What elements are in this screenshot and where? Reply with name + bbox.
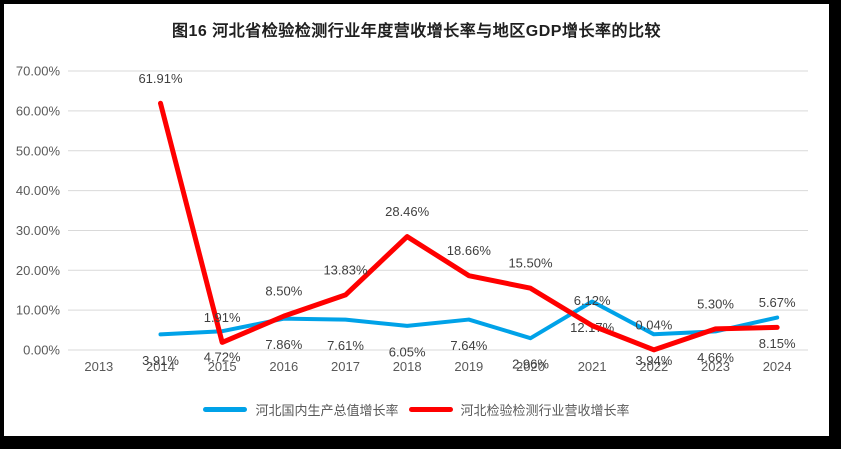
gdp-data-point-label: 4.72% <box>204 350 241 365</box>
legend-item-gdp: 河北国内生产总值增长率 <box>203 400 399 419</box>
gdp-data-point-label: 3.91% <box>142 353 179 368</box>
gdp-growth-line <box>158 299 780 341</box>
x-axis-tick-label: 2013 <box>84 359 113 374</box>
x-axis-tick-label: 2018 <box>393 359 422 374</box>
gdp-data-point-label: 7.64% <box>450 338 487 353</box>
gdp-data-point-label: 6.05% <box>389 344 426 359</box>
gdp-line-swatch <box>203 406 248 412</box>
legend-item-revenue: 河北检验检测行业营收增长率 <box>408 400 630 419</box>
y-axis-tick-label: 30.00% <box>16 223 61 238</box>
legend-label-gdp: 河北国内生产总值增长率 <box>255 402 399 418</box>
gdp-data-point-label: 3.94% <box>635 353 672 368</box>
revenue-data-point-label: 61.91% <box>138 71 183 86</box>
gdp-data-point-label: 4.66% <box>697 350 734 365</box>
x-axis-tick-label: 2023 <box>701 359 730 374</box>
x-axis-tick-label: 2021 <box>578 359 607 374</box>
revenue-data-point-label: 18.66% <box>447 243 492 258</box>
revenue-line-swatch <box>408 406 453 412</box>
y-axis-tick-label: 0.00% <box>23 343 60 358</box>
x-axis-tick-label: 2024 <box>763 359 792 374</box>
revenue-data-point-label: 5.67% <box>759 295 796 310</box>
x-axis-tick-label: 2019 <box>454 359 483 374</box>
y-axis-tick-label: 60.00% <box>16 103 61 118</box>
revenue-data-point-label: 0.04% <box>635 317 672 332</box>
revenue-data-point-label: 28.46% <box>385 204 430 219</box>
x-axis-tick-label: 2016 <box>269 359 298 374</box>
x-axis-tick-label: 2017 <box>331 359 360 374</box>
x-axis-tick-label: 2015 <box>208 359 237 374</box>
line-chart: 0.00% 10.00% 20.00% 30.00% 40.00% 50.00% 60.00… <box>16 64 808 374</box>
legend-label-revenue: 河北检验检测行业营收增长率 <box>460 402 630 418</box>
chart-legend: 河北国内生产总值增长率 河北检验检测行业营收增长率 <box>4 400 829 418</box>
chart-inner-area: 图16 河北省检验检测行业年度营收增长率与地区GDP增长率的比较 0.00% 10… <box>4 4 829 436</box>
x-axis-tick-label: 2022 <box>639 359 668 374</box>
revenue-data-point-label: 8.50% <box>265 284 302 299</box>
revenue-data-point-label: 5.30% <box>697 296 734 311</box>
y-axis-tick-label: 50.00% <box>16 143 61 158</box>
revenue-data-point-label: 6.12% <box>574 293 611 308</box>
revenue-growth-line <box>158 100 780 353</box>
revenue-data-point-label: 13.83% <box>323 262 368 277</box>
x-axis-tick-label: 2014 <box>146 359 175 374</box>
gdp-data-point-label: 7.86% <box>265 337 302 352</box>
y-axis-tick-label: 10.00% <box>16 303 61 318</box>
revenue-data-point-label: 15.50% <box>508 256 553 271</box>
revenue-data-point-label: 1.91% <box>204 310 241 325</box>
gdp-data-point-label: 7.61% <box>327 338 364 353</box>
gdp-data-point-label: 8.15% <box>759 336 796 351</box>
gdp-data-point-label: 2.96% <box>512 357 549 372</box>
y-axis-tick-label: 20.00% <box>16 263 61 278</box>
chart-title: 图16 河北省检验检测行业年度营收增长率与地区GDP增长率的比较 <box>172 23 661 40</box>
x-axis-tick-label: 2020 <box>516 359 545 374</box>
y-axis-tick-label: 40.00% <box>16 183 61 198</box>
y-axis-tick-label: 70.00% <box>16 64 61 79</box>
